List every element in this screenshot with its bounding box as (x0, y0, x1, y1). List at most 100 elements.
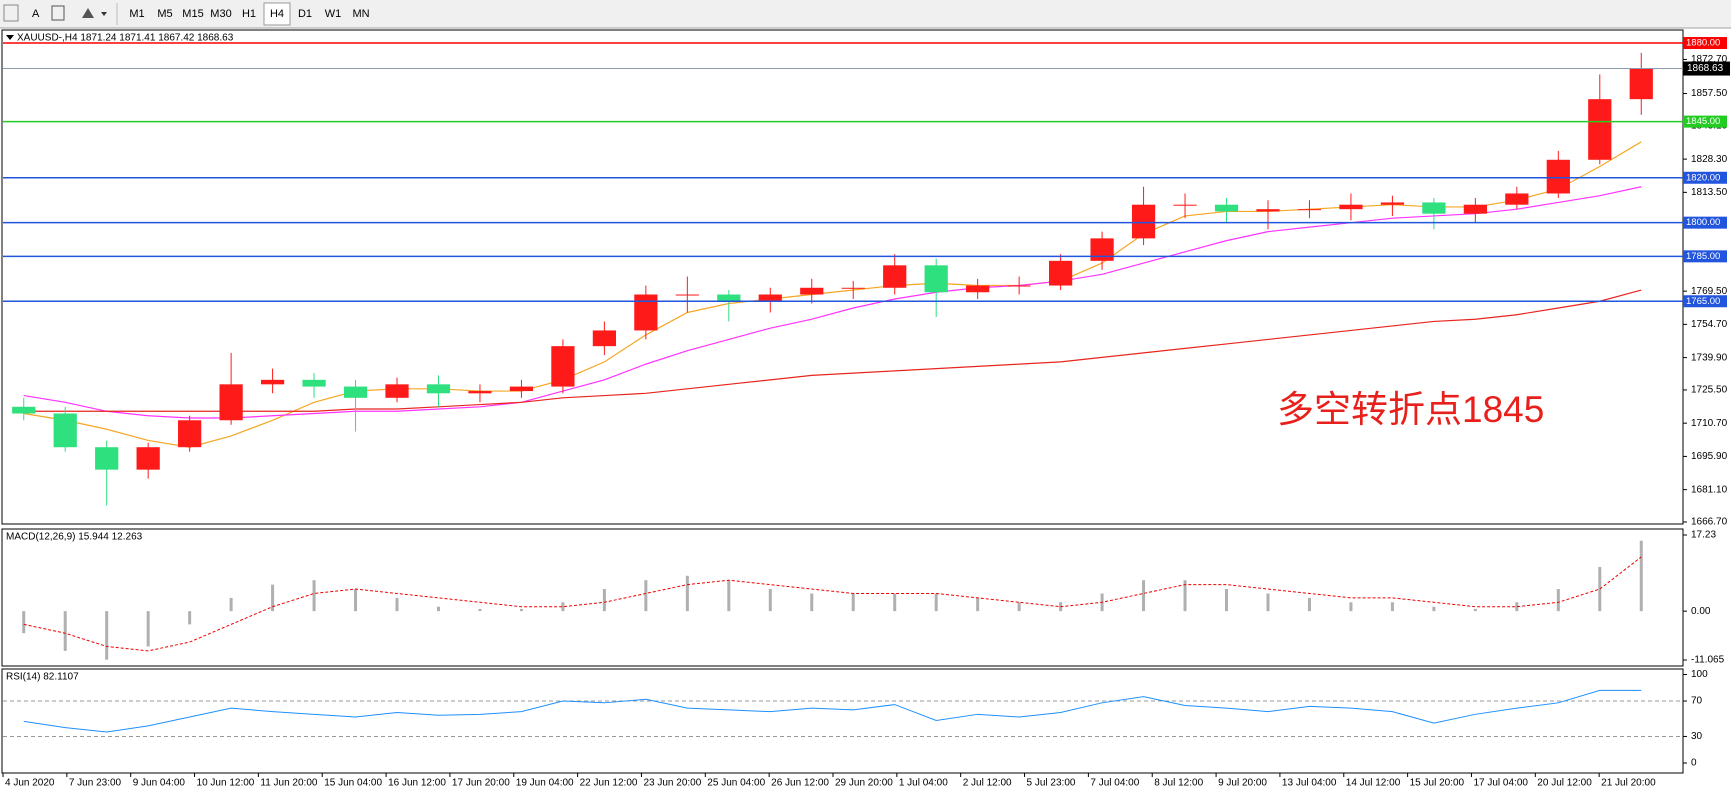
annotation: 多空转折点1845 (1277, 389, 1544, 430)
toolbar-group: A (3, 3, 118, 25)
current-price-label: 1868.63 (1687, 63, 1724, 74)
x-tick-label: 23 Jun 20:00 (643, 778, 701, 789)
level-label-box (1683, 37, 1727, 50)
candle-body (883, 265, 907, 288)
macd-bar (271, 584, 275, 612)
moving-average (23, 289, 1642, 412)
candle-body (1339, 204, 1363, 210)
candle-body (509, 386, 534, 392)
timeframe-button[interactable]: M30 (210, 8, 231, 20)
candle-body (468, 391, 492, 394)
macd-bar (1142, 580, 1146, 612)
moving-average (23, 186, 1642, 419)
y-tick-label: -11.065 (1691, 655, 1725, 666)
x-tick-label: 25 Jun 04:00 (707, 778, 765, 789)
level-label: 1765.00 (1686, 296, 1720, 307)
timeframe-button[interactable]: MN (352, 8, 369, 20)
level-label-box (1683, 115, 1727, 128)
macd-bar (188, 611, 192, 625)
x-tick-label: 29 Jun 20:00 (835, 778, 893, 789)
macd-bar (1556, 589, 1560, 612)
chart-area (0, 29, 1731, 792)
macd-bar (1390, 602, 1394, 612)
cursor-icon[interactable] (3, 4, 19, 22)
rsi-header: RSI(14) 82.1107 (6, 672, 79, 683)
y-tick-label: 100 (1691, 669, 1708, 680)
candle-body (178, 420, 202, 448)
y-tick-label: 1769.50 (1691, 286, 1728, 297)
timeframe-button[interactable]: W1 (325, 8, 342, 20)
x-tick-label: 13 Jul 04:00 (1282, 778, 1337, 789)
candle-body (1505, 193, 1529, 205)
candle-body (302, 379, 326, 387)
macd-bar (1183, 580, 1187, 612)
font-button[interactable]: A (32, 8, 40, 20)
candle-body (1090, 238, 1114, 261)
timeframe-button[interactable]: M1 (129, 8, 144, 20)
timeframe-button[interactable]: H4 (270, 8, 284, 20)
x-tick-label: 21 Jul 20:00 (1601, 778, 1656, 789)
timeframe-button[interactable]: M15 (182, 8, 203, 20)
candle-body (1214, 204, 1239, 212)
macd-bar (644, 580, 648, 612)
macd-bar (685, 575, 689, 612)
macd-bar (1473, 608, 1477, 612)
macd-bar (1515, 602, 1519, 612)
macd-bar (1266, 593, 1270, 612)
level-label-box (1683, 250, 1727, 263)
candle-body (136, 447, 160, 470)
dropdown-icon[interactable] (101, 12, 107, 16)
macd-bar (1017, 602, 1021, 612)
level-label-box (1683, 295, 1727, 308)
candle-body (1380, 202, 1405, 205)
shapes-icon[interactable] (82, 8, 94, 18)
main-panel-border (1, 29, 1684, 525)
timeframe-button[interactable]: M5 (157, 8, 172, 20)
y-tick-label: 1754.70 (1691, 319, 1728, 330)
candle-body (592, 330, 617, 347)
x-tick-label: 8 Jul 12:00 (1154, 778, 1203, 789)
y-tick-label: 1666.70 (1691, 517, 1728, 528)
candle-body (675, 294, 699, 296)
macd-bar (602, 589, 606, 612)
macd-bar (105, 611, 109, 660)
macd-bar (312, 580, 316, 612)
x-tick-label: 10 Jun 12:00 (197, 778, 255, 789)
y-tick-label: 17.23 (1691, 530, 1716, 541)
y-tick-label: 1739.90 (1691, 352, 1728, 363)
level-label: 1800.00 (1686, 217, 1720, 228)
candle-body (634, 294, 658, 331)
text-icon[interactable] (51, 5, 65, 21)
x-tick-label: 14 Jul 12:00 (1346, 778, 1401, 789)
candle-body (95, 447, 119, 470)
timeframe-button[interactable]: H1 (242, 8, 256, 20)
macd-bar (1598, 566, 1602, 612)
level-label: 1820.00 (1686, 172, 1720, 183)
level-label-box (1683, 216, 1727, 229)
x-tick-label: 20 Jul 12:00 (1537, 778, 1592, 789)
candle-body (1297, 209, 1322, 211)
y-tick-label: 1872.70 (1691, 54, 1728, 65)
candle-body (841, 287, 865, 289)
y-tick-label: 1828.30 (1691, 154, 1728, 165)
candle-body (1546, 159, 1570, 194)
timeframe-button[interactable]: D1 (298, 8, 312, 20)
candle-body (1048, 260, 1073, 286)
x-tick-label: 9 Jun 04:00 (133, 778, 186, 789)
x-tick-label: 1 Jul 04:00 (899, 778, 948, 789)
x-tick-label: 15 Jul 20:00 (1410, 778, 1465, 789)
candle-body (385, 384, 409, 398)
candle-body (53, 413, 77, 448)
candle-body (924, 265, 948, 293)
x-tick-label: 17 Jul 04:00 (1473, 778, 1528, 789)
symbol-header: XAUUSD-,H4 1871.24 1871.41 1867.42 1868.… (17, 33, 234, 44)
x-tick-label: 11 Jun 20:00 (260, 778, 318, 789)
x-tick-label: 5 Jul 23:00 (1027, 778, 1076, 789)
candle-body (426, 384, 451, 394)
macd-bar (893, 593, 897, 612)
candle-body (12, 406, 36, 414)
macd-bar (229, 597, 233, 612)
candle-body (758, 294, 782, 302)
toolbar (0, 0, 1731, 28)
